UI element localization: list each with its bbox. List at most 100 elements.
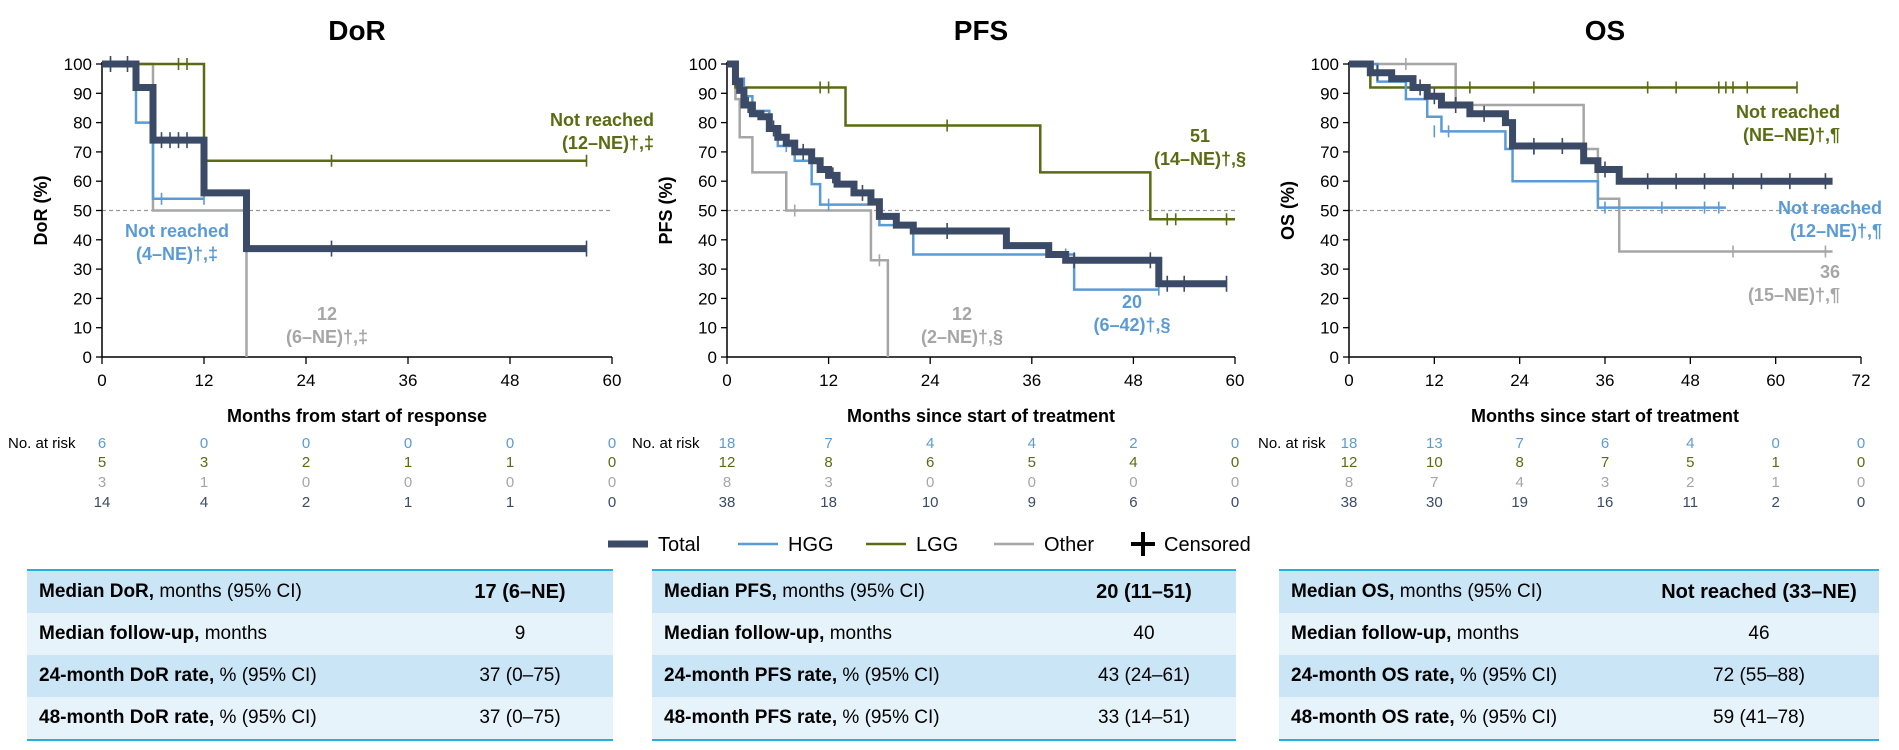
risk-count-other: 3 — [824, 474, 832, 491]
row-value: 37 (0–75) — [479, 707, 561, 728]
risk-count-hgg: 2 — [1129, 435, 1137, 452]
summary-row: Median DoR, months (95% CI) 17 (6–NE) — [27, 570, 613, 613]
annotation-line: (6–42)†,§ — [1093, 315, 1170, 335]
y-tick-label: 20 — [698, 289, 717, 308]
y-axis-label: PFS (%) — [656, 176, 676, 244]
risk-count-other: 1 — [200, 474, 208, 491]
risk-count-total: 0 — [1857, 494, 1865, 511]
km-curve-total — [1349, 60, 1833, 185]
row-value: 20 (11–51) — [1096, 580, 1192, 603]
summary-table-dor: Median DoR, months (95% CI) 17 (6–NE) Med… — [27, 569, 613, 741]
km-curve-lgg — [727, 62, 1235, 221]
risk-count-other: 4 — [1515, 474, 1523, 491]
x-axis-label: Months since start of treatment — [847, 406, 1115, 426]
annotation-line: (15–NE)†,¶ — [1748, 285, 1840, 305]
risk-count-other: 0 — [1231, 474, 1239, 491]
y-tick-label: 20 — [1320, 289, 1339, 308]
risk-count-total: 6 — [1129, 494, 1137, 511]
legend: Total HGG LGG Other Censored — [608, 532, 1251, 556]
x-tick-label: 60 — [1766, 371, 1785, 390]
x-tick-label: 0 — [722, 371, 731, 390]
risk-table-label: No. at risk — [8, 435, 76, 452]
risk-count-hgg: 7 — [1515, 435, 1523, 452]
km-curve-other — [727, 62, 890, 357]
risk-count-other: 0 — [926, 474, 934, 491]
annotation-line: (12–NE)†,¶ — [1790, 221, 1882, 241]
y-tick-label: 30 — [698, 260, 717, 279]
km-curve-lgg — [102, 62, 587, 162]
risk-count-total: 4 — [200, 494, 208, 511]
risk-count-other: 0 — [1129, 474, 1137, 491]
risk-count-lgg: 5 — [98, 454, 106, 471]
annotation-line: Not reached — [125, 221, 229, 241]
row-label-rest: % (95% CI) — [1454, 665, 1558, 686]
risk-count-total: 0 — [1231, 494, 1239, 511]
risk-count-total: 14 — [94, 494, 111, 511]
risk-count-hgg: 13 — [1426, 435, 1443, 452]
risk-count-lgg: 6 — [926, 454, 934, 471]
row-label-rest: months (95% CI) — [776, 581, 925, 602]
risk-count-hgg: 18 — [719, 435, 736, 452]
risk-count-lgg: 8 — [1515, 454, 1523, 471]
y-axis-label: OS (%) — [1278, 181, 1298, 240]
risk-count-hgg: 0 — [506, 435, 514, 452]
y-tick-label: 100 — [1311, 55, 1339, 74]
x-tick-label: 36 — [1596, 371, 1615, 390]
row-label-bold: 24-month PFS rate, — [664, 665, 838, 686]
x-tick-label: 24 — [1510, 371, 1529, 390]
row-label-rest: % (95% CI) — [837, 707, 940, 728]
risk-count-total: 38 — [719, 494, 736, 511]
risk-count-lgg: 10 — [1426, 454, 1443, 471]
risk-count-total: 19 — [1511, 494, 1528, 511]
risk-count-other: 0 — [404, 474, 412, 491]
risk-count-total: 9 — [1028, 494, 1036, 511]
median-annotation-hgg: Not reached (4–NE)†,‡ — [125, 221, 229, 264]
median-annotation-lgg: Not reached (12–NE)†,‡ — [550, 110, 654, 153]
summary-row: Median follow-up, months 40 — [652, 613, 1236, 655]
risk-count-other: 3 — [98, 474, 106, 491]
summary-table-os: Median OS, months (95% CI) Not reached (3… — [1279, 569, 1879, 741]
summary-row: 24-month OS rate, % (95% CI) 72 (55–88) — [1279, 655, 1879, 697]
x-tick-label: 36 — [399, 371, 418, 390]
risk-count-lgg: 4 — [1129, 454, 1137, 471]
y-tick-label: 50 — [73, 202, 92, 221]
risk-count-other: 0 — [608, 474, 616, 491]
risk-count-lgg: 3 — [200, 454, 208, 471]
annotation-line: Not reached — [1736, 102, 1840, 122]
summary-row: 48-month DoR rate, % (95% CI) 37 (0–75) — [27, 697, 613, 740]
y-tick-label: 70 — [73, 143, 92, 162]
row-label-rest: months (95% CI) — [1394, 581, 1543, 602]
x-tick-label: 48 — [1681, 371, 1700, 390]
risk-count-hgg: 0 — [1857, 435, 1865, 452]
y-tick-label: 10 — [698, 319, 717, 338]
risk-count-total: 10 — [922, 494, 939, 511]
risk-table-label: No. at risk — [1258, 435, 1326, 452]
median-annotation-hgg: Not reached (12–NE)†,¶ — [1778, 198, 1882, 241]
annotation-line: 20 — [1122, 292, 1142, 312]
row-label-rest: months — [824, 623, 893, 644]
risk-count-lgg: 0 — [608, 454, 616, 471]
chart-title: OS — [1585, 15, 1625, 46]
annotation-line: Not reached — [550, 110, 654, 130]
risk-count-total: 2 — [1771, 494, 1779, 511]
risk-count-lgg: 0 — [1857, 454, 1865, 471]
risk-count-other: 8 — [723, 474, 731, 491]
row-value: 46 — [1748, 623, 1770, 644]
legend-label-lgg: LGG — [916, 534, 958, 556]
y-tick-label: 70 — [1320, 143, 1339, 162]
risk-count-hgg: 4 — [1028, 435, 1036, 452]
risk-count-hgg: 0 — [404, 435, 412, 452]
row-value: 59 (41–78) — [1713, 707, 1805, 728]
risk-count-total: 16 — [1597, 494, 1614, 511]
row-label-bold: Median follow-up, — [39, 623, 200, 644]
y-tick-label: 90 — [73, 84, 92, 103]
y-tick-label: 10 — [1320, 319, 1339, 338]
y-tick-label: 40 — [1320, 231, 1339, 250]
y-tick-label: 10 — [73, 319, 92, 338]
legend-label-other: Other — [1044, 534, 1094, 556]
row-label-rest: % (95% CI) — [837, 665, 940, 686]
risk-count-other: 7 — [1430, 474, 1438, 491]
row-value: 33 (14–51) — [1098, 707, 1190, 728]
